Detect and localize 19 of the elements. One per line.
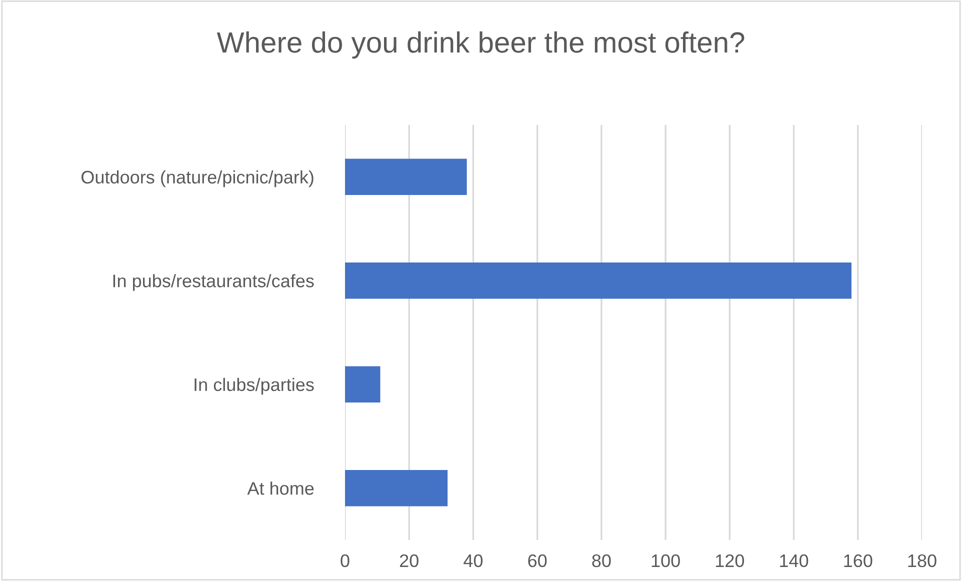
x-tick-label: 20	[400, 554, 418, 568]
x-tick-label: 80	[592, 554, 611, 568]
bar	[345, 366, 380, 403]
x-tick-label: 120	[716, 554, 744, 568]
bar	[345, 158, 467, 196]
x-tick-label: 40	[464, 554, 483, 568]
chart-title: Where do you drink beer the most often?	[216, 31, 744, 59]
x-tick-label: 60	[528, 554, 547, 568]
y-tick-label: In clubs/parties	[194, 378, 314, 395]
x-tick-label: 160	[844, 554, 872, 568]
bar	[345, 470, 448, 506]
y-tick-label: At home	[247, 482, 314, 495]
x-tick-label: 140	[780, 554, 808, 568]
x-tick-label: 180	[908, 554, 936, 568]
y-tick-label: In pubs/restaurants/cafes	[113, 274, 314, 291]
x-tick-label: 100	[652, 554, 680, 568]
y-tick-label: Outdoors (nature/picnic/park)	[81, 170, 314, 188]
bar	[345, 262, 852, 299]
x-tick-label: 0	[340, 554, 350, 568]
